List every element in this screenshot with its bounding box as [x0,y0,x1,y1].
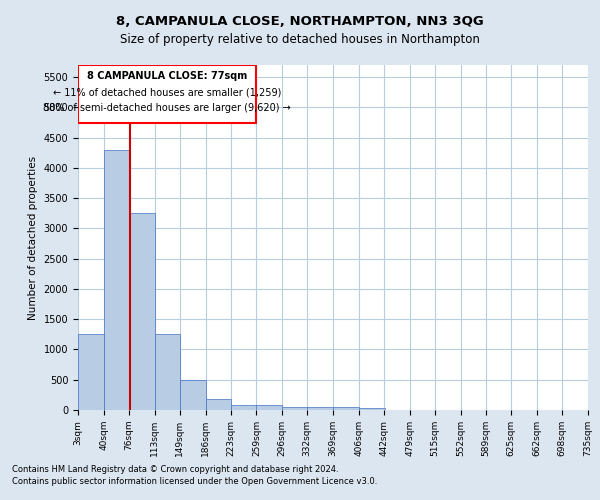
Bar [180,380,205,410]
Text: 8 CAMPANULA CLOSE: 77sqm: 8 CAMPANULA CLOSE: 77sqm [87,71,247,81]
Bar [231,404,257,410]
Text: 88% of semi-detached houses are larger (9,620) →: 88% of semi-detached houses are larger (… [43,102,291,113]
Bar [307,407,333,410]
Bar [256,406,282,410]
Bar [359,408,385,410]
FancyBboxPatch shape [78,65,256,122]
Text: ← 11% of detached houses are smaller (1,259): ← 11% of detached houses are smaller (1,… [53,88,281,98]
Bar [155,334,181,410]
Bar [104,150,130,410]
Bar [333,408,359,410]
Text: Size of property relative to detached houses in Northampton: Size of property relative to detached ho… [120,32,480,46]
Text: Contains public sector information licensed under the Open Government Licence v3: Contains public sector information licen… [12,478,377,486]
Text: 8, CAMPANULA CLOSE, NORTHAMPTON, NN3 3QG: 8, CAMPANULA CLOSE, NORTHAMPTON, NN3 3QG [116,15,484,28]
Bar [205,400,231,410]
Bar [282,406,308,410]
Y-axis label: Number of detached properties: Number of detached properties [28,156,38,320]
Bar [129,214,155,410]
Text: Contains HM Land Registry data © Crown copyright and database right 2024.: Contains HM Land Registry data © Crown c… [12,465,338,474]
Bar [78,334,104,410]
